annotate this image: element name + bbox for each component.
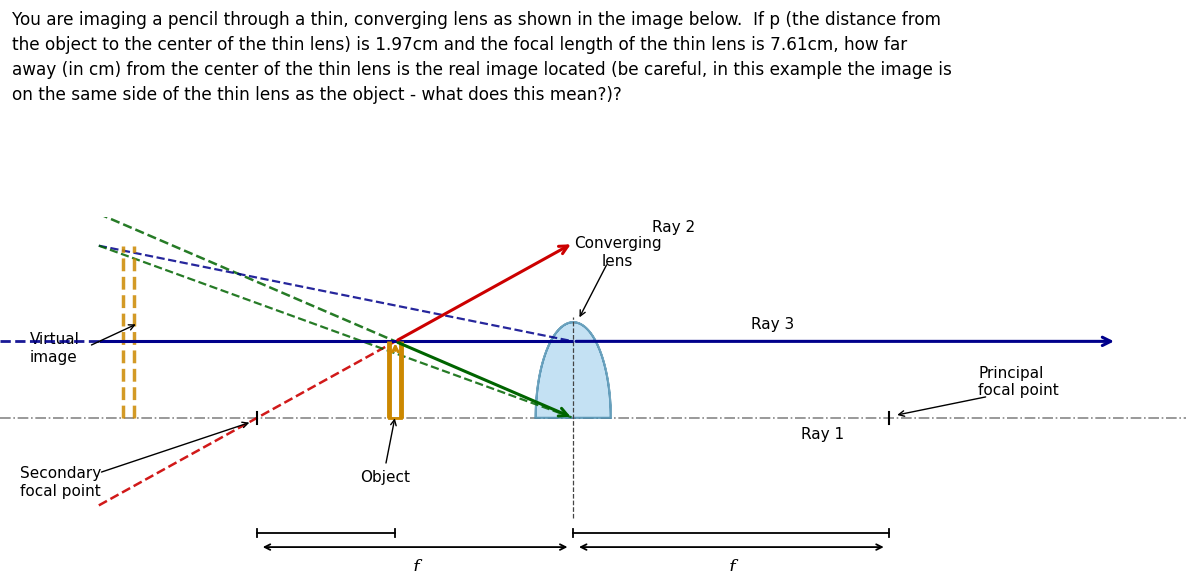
Text: f: f [412, 559, 419, 571]
Text: Ray 2: Ray 2 [652, 220, 695, 235]
Text: Object: Object [361, 470, 410, 485]
Polygon shape [536, 322, 611, 418]
Text: Secondary
focal point: Secondary focal point [20, 467, 101, 498]
Text: Ray 1: Ray 1 [801, 427, 843, 442]
Text: You are imaging a pencil through a thin, converging lens as shown in the image b: You are imaging a pencil through a thin,… [12, 11, 951, 104]
Text: f: f [728, 559, 734, 571]
Text: Ray 3: Ray 3 [751, 317, 795, 332]
Text: Principal
focal point: Principal focal point [978, 366, 1059, 398]
Text: Virtual
image: Virtual image [30, 332, 79, 365]
Text: Converging
lens: Converging lens [574, 236, 662, 268]
